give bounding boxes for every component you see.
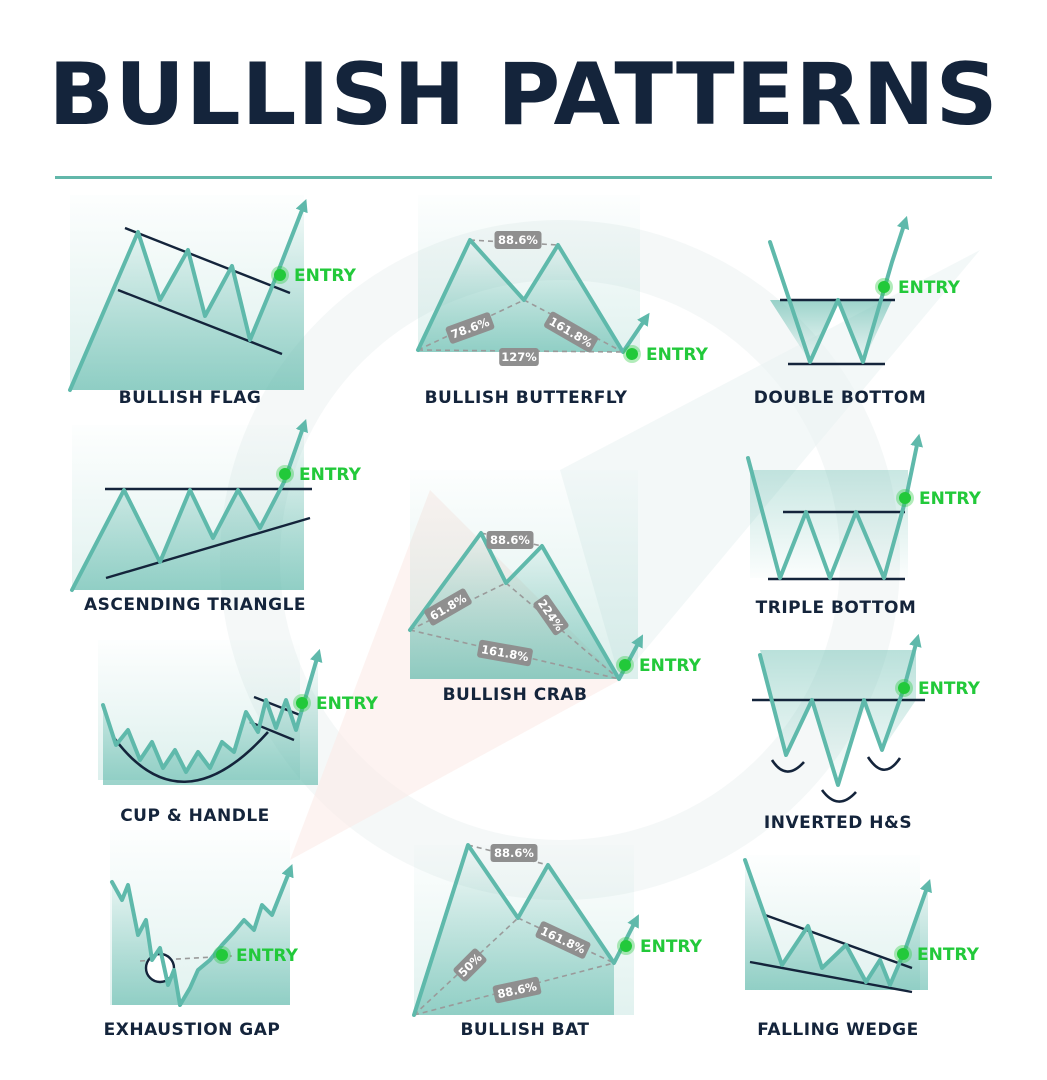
wedge-entry-dot <box>897 948 909 960</box>
crab-entry-dot <box>619 659 631 671</box>
crab-ratio-4-box <box>477 639 533 667</box>
butterfly-ratio-1: 88.6% <box>494 231 542 249</box>
flag-entry-label: ENTRY <box>294 266 357 286</box>
bat-ratio-4-box <box>492 976 542 1004</box>
double-fill <box>770 300 892 362</box>
wedge-lower-line <box>749 960 913 994</box>
title-divider <box>55 176 992 179</box>
butterfly-entry-dot <box>626 348 638 360</box>
ihs-price-line <box>758 633 922 787</box>
bat-xb <box>467 844 549 866</box>
label-bullish-butterfly: BULLISH BUTTERFLY <box>425 388 628 408</box>
butterfly-ratio-4-box <box>499 348 539 366</box>
crab-fill <box>410 533 619 679</box>
bat-xb2 <box>413 917 519 1016</box>
crab-ratio-3-box <box>533 594 569 636</box>
butterfly-ratio-2-box <box>445 312 495 344</box>
gap-entry-dot <box>216 949 228 961</box>
flag-entry-dot <box>274 269 286 281</box>
flag-lower-line <box>117 288 283 356</box>
gap-entry-label: ENTRY <box>236 946 299 966</box>
butterfly-backdrop <box>418 195 640 352</box>
label-cup-handle: CUP & HANDLE <box>120 806 270 826</box>
ihs-fill <box>760 650 916 785</box>
crab-entry-label: ENTRY <box>639 656 702 676</box>
bat-ratio-1: 88.6% <box>490 844 538 862</box>
label-bullish-bat: BULLISH BAT <box>460 1020 589 1040</box>
triangle-entry-label: ENTRY <box>299 465 362 485</box>
flag-fill <box>70 205 304 390</box>
butterfly-xb <box>469 239 559 246</box>
butterfly-ratio-3-box <box>544 311 598 353</box>
flag-upper-line <box>124 226 291 295</box>
bat-ratio-4: 88.6% <box>492 976 542 1004</box>
handle-lower-line <box>249 720 295 742</box>
label-bullish-crab: BULLISH CRAB <box>443 685 588 705</box>
cup-curve <box>110 731 269 783</box>
butterfly-ratio-1-box <box>494 231 542 249</box>
label-triple-bottom: TRIPLE BOTTOM <box>756 598 917 618</box>
ihs-head <box>820 789 857 803</box>
triple-entry-label: ENTRY <box>919 489 982 509</box>
flag-price-line <box>68 199 308 392</box>
label-bullish-flag: BULLISH FLAG <box>119 388 262 408</box>
bat-ratio-3-box <box>535 921 591 959</box>
bat-ratio-1-text: 88.6% <box>494 846 534 860</box>
triangle-backdrop <box>72 425 304 590</box>
wedge-price-line <box>743 858 932 987</box>
crab-ratio-1-box <box>486 531 534 549</box>
wedge-fill <box>745 860 928 990</box>
page-title: BULLISH PATTERNS <box>48 45 999 145</box>
ihs-right-shoulder <box>866 756 902 772</box>
butterfly-price-line <box>416 238 650 354</box>
triangle-entry-dot <box>279 468 291 480</box>
handle-upper-line <box>253 695 301 717</box>
wedge-upper-line <box>764 913 913 970</box>
label-double-bottom: DOUBLE BOTTOM <box>754 388 927 408</box>
cup-entry-label: ENTRY <box>316 694 379 714</box>
double-entry-dot <box>878 281 890 293</box>
wedge-entry-label: ENTRY <box>917 945 980 965</box>
triangle-support <box>105 516 311 580</box>
watermark-shape <box>560 250 980 680</box>
triple-entry-dot <box>899 492 911 504</box>
crab-price-line <box>408 531 644 681</box>
triangle-price-line <box>70 418 308 592</box>
double-price-line <box>768 215 910 364</box>
label-inverted-hs: INVERTED H&S <box>764 813 912 833</box>
bat-ratio-2-box <box>453 948 487 982</box>
butterfly-ratio-1-text: 88.6% <box>498 233 538 247</box>
butterfly-entry-label: ENTRY <box>646 345 709 365</box>
ihs-left-shoulder <box>770 759 805 773</box>
bat-price-line <box>412 843 639 1017</box>
triple-price-line <box>746 433 923 580</box>
cup-entry-dot <box>296 697 308 709</box>
ihs-entry-label: ENTRY <box>918 679 981 699</box>
crab-ratio-1: 88.6% <box>486 531 534 549</box>
cup-fill <box>103 655 318 785</box>
crab-ratio-4: 161.8% <box>477 639 533 667</box>
crab-ratio-1-text: 88.6% <box>490 533 530 547</box>
label-ascending-triangle: ASCENDING TRIANGLE <box>84 595 306 615</box>
bat-ratio-1-box <box>490 844 538 862</box>
bat-entry-dot <box>620 940 632 952</box>
label-falling-wedge: FALLING WEDGE <box>757 1020 918 1040</box>
cup-price-line <box>101 648 323 774</box>
bat-entry-label: ENTRY <box>640 937 703 957</box>
ihs-entry-dot <box>898 682 910 694</box>
double-entry-label: ENTRY <box>898 278 961 298</box>
bat-ratio-2: 50% <box>453 948 487 982</box>
butterfly-ratio-4-text: 127% <box>501 350 537 364</box>
crab-ratio-2-box <box>424 588 472 626</box>
gap-price-line <box>110 864 294 1007</box>
label-exhaustion-gap: EXHAUSTION GAP <box>104 1020 281 1040</box>
butterfly-ratio-4: 127% <box>499 348 539 366</box>
